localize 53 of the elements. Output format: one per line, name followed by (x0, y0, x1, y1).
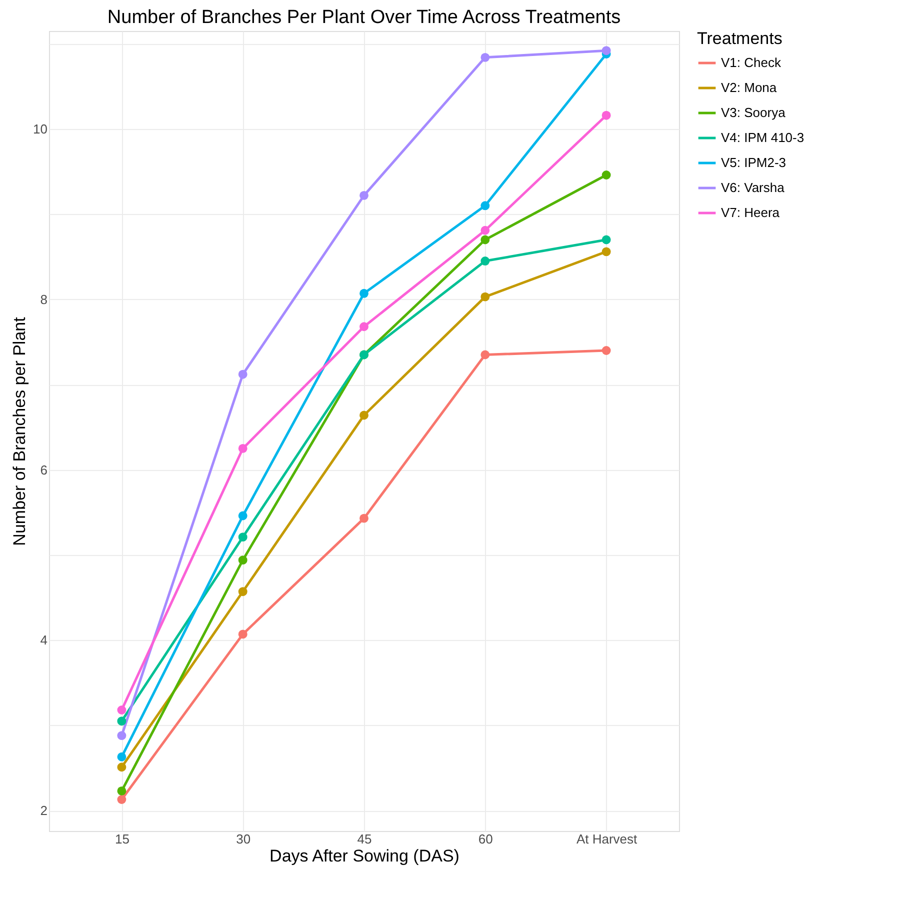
y-tick-label: 4 (40, 632, 48, 648)
point (602, 110, 611, 120)
legend-label: V1: Check (721, 55, 782, 70)
point (238, 511, 248, 520)
point (480, 350, 490, 360)
point (360, 322, 368, 332)
point (480, 256, 490, 266)
point (480, 235, 490, 244)
legend-label: V5: IPM2-3 (721, 155, 786, 170)
point (480, 52, 490, 62)
point (360, 410, 368, 420)
y-tick-label: 6 (40, 462, 48, 478)
point (238, 587, 248, 596)
x-tick-label: 45 (357, 832, 372, 846)
point (602, 46, 611, 56)
point (238, 630, 248, 639)
legend-title: Treatments (697, 29, 782, 48)
point (117, 716, 126, 726)
point (480, 201, 490, 210)
legend-label: V2: Mona (721, 80, 778, 95)
point (480, 292, 490, 302)
point (238, 532, 248, 542)
x-tick-label: 15 (114, 832, 130, 846)
point (238, 556, 248, 565)
point (238, 370, 248, 379)
chart-title: Number of Branches Per Plant Over Time Across Treatments (107, 7, 621, 28)
point (602, 235, 611, 244)
point (117, 731, 126, 740)
point (360, 514, 368, 523)
y-tick-label: 8 (40, 292, 48, 307)
legend-label: V3: Soorya (721, 105, 786, 120)
x-tick-label: 60 (478, 832, 493, 846)
point (238, 444, 248, 453)
point (480, 226, 490, 235)
point (602, 247, 611, 256)
point (360, 190, 368, 200)
point (117, 706, 126, 714)
point (117, 786, 126, 796)
point (117, 795, 126, 804)
point (360, 288, 368, 298)
x-tick-label: 30 (236, 832, 251, 846)
y-tick-label: 2 (40, 803, 48, 818)
point (602, 170, 611, 180)
point (602, 346, 611, 355)
x-tick-label: At Harvest (576, 832, 638, 846)
y-axis-title: Number of Branches per Plant (10, 316, 30, 546)
point (117, 762, 126, 772)
y-tick-label: 10 (33, 121, 48, 136)
legend-label: V6: Varsha (721, 180, 786, 195)
legend-label: V7: Heera (721, 205, 780, 220)
point (117, 752, 126, 762)
legend-label: V4: IPM 410-3 (721, 130, 804, 145)
x-axis-title: Days After Sowing (DAS) (270, 846, 460, 866)
